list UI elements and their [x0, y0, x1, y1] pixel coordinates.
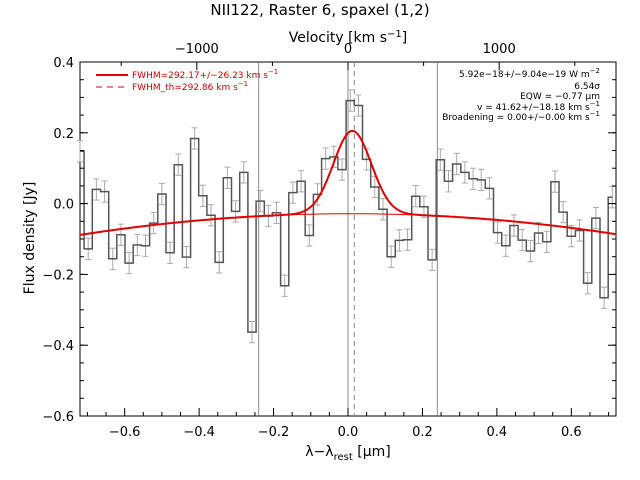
top-tick-label: 1000 — [483, 42, 516, 57]
top-tick-label: 0 — [344, 42, 352, 57]
x-tick-label: 0.0 — [338, 425, 359, 440]
fit-annotations: 5.92e−18+/−9.04e−19 W m−2 6.54σ EQW = −0… — [442, 67, 600, 123]
y-tick-label: 0.0 — [53, 198, 74, 213]
y-tick-label: 0.4 — [53, 56, 74, 71]
x-tick-label: 0.6 — [561, 425, 582, 440]
fit-gaussian-line — [79, 129, 617, 236]
y-tick-label: 0.2 — [53, 127, 74, 142]
annotation-broadening: Broadening = 0.00+/−0.00 km s−1 — [442, 110, 600, 123]
x-axis-title: λ−λrest [μm] — [305, 444, 390, 463]
legend-entry-fwhm: FWHM=292.17+/−26.23 km s−1 — [132, 68, 278, 81]
x-tick-label: 0.4 — [487, 425, 508, 440]
legend-entry-fwhm-th: FWHM_th=292.86 km s−1 — [132, 80, 248, 93]
annotation-velocity: v = 41.62+/−18.18 km s−1 — [477, 100, 600, 113]
top-axis-title: Velocity [km s−1] — [289, 29, 408, 46]
x-tick-label: −0.6 — [109, 425, 141, 440]
annotation-eqw: EQW = −0.77 μm — [520, 92, 600, 102]
annotation-significance: 6.54σ — [574, 82, 600, 92]
y-tick-label: −0.6 — [42, 410, 74, 425]
x-tick-label: −0.4 — [183, 425, 215, 440]
x-tick-label: 0.2 — [412, 425, 433, 440]
legend: FWHM=292.17+/−26.23 km s−1 FWHM_th=292.8… — [96, 68, 278, 93]
chart-title: NII122, Raster 6, spaxel (1,2) — [210, 1, 429, 19]
y-tick-label: −0.4 — [42, 339, 74, 354]
annotation-flux: 5.92e−18+/−9.04e−19 W m−2 — [459, 67, 600, 80]
x-tick-label: −0.2 — [258, 425, 290, 440]
top-tick-label: −1000 — [175, 42, 219, 57]
y-tick-label: −0.2 — [42, 268, 74, 283]
y-axis-title: Flux density [Jy] — [22, 182, 38, 295]
